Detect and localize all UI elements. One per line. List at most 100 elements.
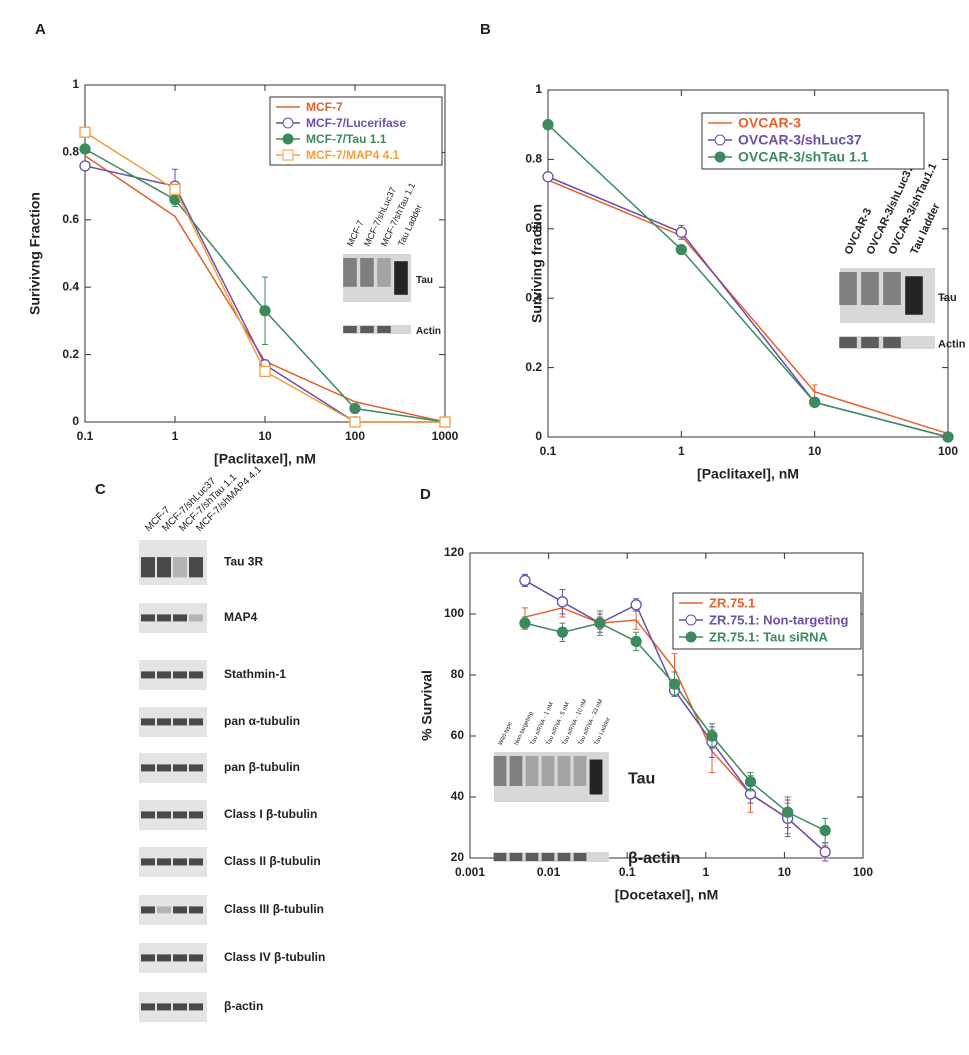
inset-band xyxy=(360,258,374,287)
inset-band xyxy=(541,853,555,861)
inset-band xyxy=(525,853,539,861)
marker xyxy=(556,626,569,638)
inset-band xyxy=(509,853,523,861)
row-label: Class II β-tubulin xyxy=(224,854,321,868)
legend-label: OVCAR-3/shLuc37 xyxy=(738,132,862,148)
inset-band xyxy=(883,337,901,348)
legend-label: OVCAR-3/shTau 1.1 xyxy=(738,149,869,165)
y-tick-label: 0.6 xyxy=(525,221,542,235)
blot-band xyxy=(141,718,155,726)
blot-band xyxy=(189,954,203,962)
blot-band xyxy=(157,811,171,819)
blot-band xyxy=(141,954,155,962)
inset-band xyxy=(493,853,507,861)
blot-band xyxy=(157,718,171,726)
legend-label: ZR.75.1: Non-targeting xyxy=(709,612,848,627)
inset-band xyxy=(557,756,571,786)
marker xyxy=(259,305,271,317)
marker xyxy=(169,183,181,196)
blot-band xyxy=(157,671,171,679)
marker xyxy=(675,243,687,256)
legend-marker xyxy=(685,631,697,643)
marker xyxy=(542,171,554,183)
blot-band xyxy=(173,764,187,772)
row-label: Class I β-tubulin xyxy=(224,807,317,821)
y-tick-label: 0.4 xyxy=(525,290,542,304)
blot-band xyxy=(141,858,155,866)
legend-label: MCF-7/MAP4 4.1 xyxy=(306,148,400,162)
marker xyxy=(79,143,91,155)
series-line xyxy=(547,179,949,435)
inset-band-label: Tau xyxy=(938,292,957,304)
blot-band xyxy=(189,718,203,726)
inset-band xyxy=(377,258,391,287)
inset-band xyxy=(343,326,357,333)
x-tick-label: 0.001 xyxy=(455,865,485,879)
row-label: Class III β-tubulin xyxy=(224,902,324,916)
inset-band-label: β-actin xyxy=(628,850,680,867)
x-tick-label: 1 xyxy=(702,865,709,879)
marker xyxy=(259,365,271,378)
blot-band xyxy=(157,1003,171,1011)
inset-band xyxy=(493,756,507,786)
x-axis-label: [Paclitaxel], nM xyxy=(214,451,316,467)
blot-band xyxy=(173,906,187,914)
y-tick-label: 0.2 xyxy=(62,347,79,361)
blot-band xyxy=(189,557,203,578)
blot-band xyxy=(189,811,203,819)
legend-label: ZR.75.1 xyxy=(709,595,755,610)
y-axis-label: Surviving fraction xyxy=(529,204,545,323)
blot-band xyxy=(189,764,203,772)
legend-box xyxy=(701,112,925,170)
y-tick-label: 0.6 xyxy=(62,212,79,226)
marker xyxy=(706,730,718,742)
row-label: pan β-tubulin xyxy=(224,760,300,774)
blot-band xyxy=(157,858,171,866)
blot-band xyxy=(173,614,187,622)
marker xyxy=(79,126,91,138)
marker xyxy=(542,119,554,131)
y-axis-label: Surivivng Fraction xyxy=(27,192,43,315)
inset-band-label: Tau xyxy=(628,771,655,788)
blot-band xyxy=(157,954,171,962)
y-tick-label: 120 xyxy=(444,545,464,559)
blot-band xyxy=(141,614,155,622)
inset-band xyxy=(905,276,923,315)
blot-band xyxy=(141,906,155,914)
x-tick-label: 1 xyxy=(172,429,179,443)
marker xyxy=(668,678,681,690)
blot-band xyxy=(141,1003,155,1011)
inset-lane-label: Wild-type xyxy=(498,721,514,747)
y-axis-label: % Survival xyxy=(419,670,435,741)
x-tick-label: 0.1 xyxy=(77,429,94,443)
blot-band xyxy=(157,557,171,578)
legend-label: MCF-7/Tau 1.1 xyxy=(306,132,387,146)
marker xyxy=(519,617,531,629)
inset-band-label: Actin xyxy=(416,326,441,337)
inset-band xyxy=(343,258,357,287)
row-label: pan α-tubulin xyxy=(224,714,300,728)
y-tick-label: 20 xyxy=(451,850,465,864)
blot-band xyxy=(173,811,187,819)
inset-band xyxy=(883,272,901,305)
inset-band xyxy=(861,272,879,305)
y-tick-label: 40 xyxy=(451,789,465,803)
y-tick-label: 1 xyxy=(72,77,79,91)
blot-band xyxy=(141,764,155,772)
x-tick-label: 100 xyxy=(938,444,958,458)
blot-band xyxy=(141,671,155,679)
x-tick-label: 0.1 xyxy=(540,444,557,458)
marker xyxy=(809,396,821,408)
blot-band xyxy=(173,858,187,866)
inset-band xyxy=(360,326,374,333)
y-tick-label: 100 xyxy=(444,606,464,620)
marker xyxy=(819,824,831,837)
blot-band xyxy=(173,718,187,726)
row-label: β-actin xyxy=(224,999,263,1013)
legend-marker xyxy=(714,151,726,163)
row-label: MAP4 xyxy=(224,610,258,624)
y-tick-label: 1 xyxy=(535,82,542,96)
blot-band xyxy=(173,1003,187,1011)
blot-band xyxy=(173,954,187,962)
